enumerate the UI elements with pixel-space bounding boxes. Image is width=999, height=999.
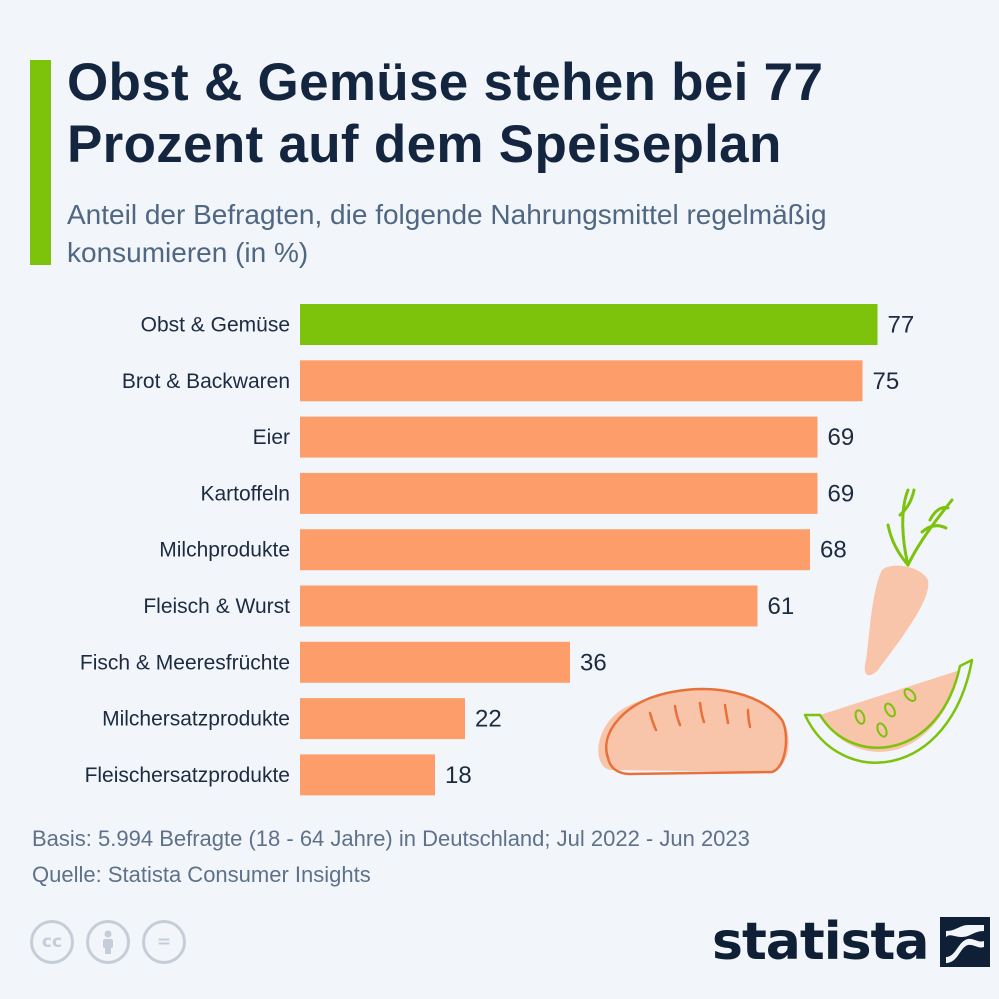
bar-2 [300,416,818,458]
value-label: 22 [475,706,502,733]
category-label: Eier [253,426,290,449]
chart-subtitle: Anteil der Befragten, die folgende Nahru… [67,199,827,268]
footer-basis: Basis: 5.994 Befragte (18 - 64 Jahre) in… [32,826,750,851]
cc-icon[interactable]: cc [30,920,74,964]
brand-name: statista [712,912,929,972]
bar-3 [300,472,818,514]
category-label: Fleisch & Wurst [143,595,290,618]
bar-8 [300,754,435,796]
category-label: Kartoffeln [200,482,290,505]
chart-title: Obst & Gemüse stehen bei 77 Prozent auf … [67,53,824,174]
melon-icon [803,658,974,764]
category-label: Obst & Gemüse [141,314,290,337]
bar-6 [300,641,570,683]
bar-chart: Obst & Gemüse 77 Brot & Backwaren 75 Eier 69 K… [80,304,915,796]
statista-logo-icon [940,917,991,967]
value-label: 36 [580,649,607,676]
bar-5 [300,585,758,627]
footer-source: Quelle: Statista Consumer Insights [32,862,371,887]
value-label: 69 [828,424,855,451]
food-illustration [598,488,974,776]
brand[interactable]: statista [712,912,991,972]
license-icons: cc = [30,920,186,964]
bread-icon [598,687,789,776]
no-derivatives-icon[interactable]: = [142,920,186,964]
category-label: Fisch & Meeresfrüchte [80,651,290,674]
attribution-icon[interactable] [86,920,130,964]
value-label: 68 [820,537,847,564]
value-label: 77 [888,312,915,339]
accent-bar [30,60,51,265]
category-label: Fleischersatzprodukte [85,764,290,787]
carrot-icon [864,488,954,676]
bar-7 [300,698,465,740]
value-label: 18 [445,762,472,789]
category-label: Brot & Backwaren [122,370,290,393]
bar-4 [300,529,810,571]
bar-0 [300,304,878,345]
value-label: 69 [828,480,855,507]
bar-1 [300,360,863,402]
value-label: 61 [768,593,795,620]
category-label: Milchprodukte [159,539,290,562]
category-label: Milchersatzprodukte [102,708,290,731]
value-label: 75 [873,368,900,395]
